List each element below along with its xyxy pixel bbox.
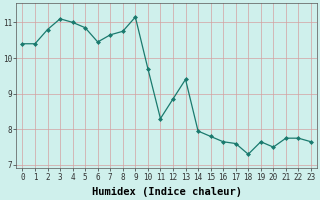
X-axis label: Humidex (Indice chaleur): Humidex (Indice chaleur) [92, 187, 242, 197]
